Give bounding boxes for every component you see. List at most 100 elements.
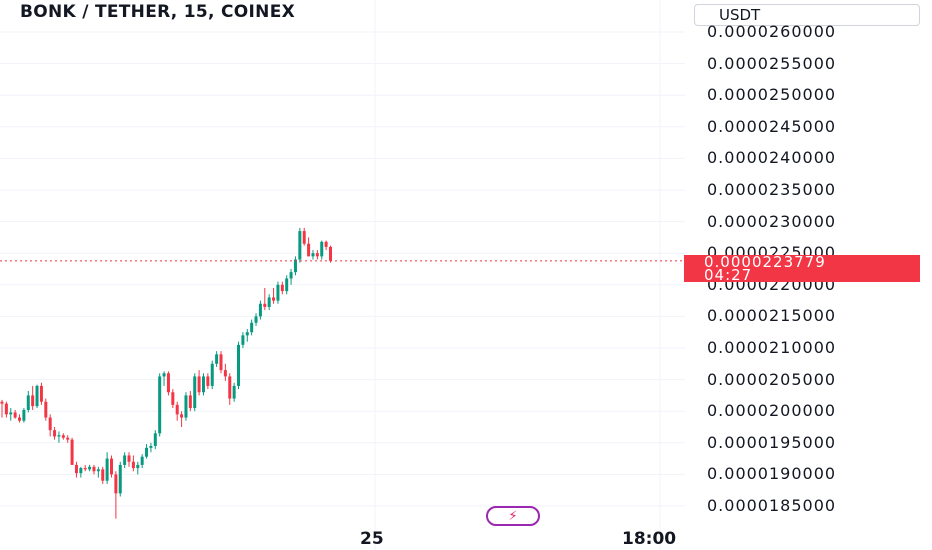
candle-body — [258, 303, 262, 317]
candle-body — [48, 417, 52, 431]
candle — [250, 319, 254, 336]
candle-body — [123, 455, 127, 465]
candle — [324, 240, 328, 251]
candle-body — [298, 231, 302, 260]
time-tick-day: 25 — [360, 529, 384, 549]
candle-body — [245, 332, 249, 336]
candle-body — [140, 456, 144, 465]
last-price-label: 0.0000223779 04:27 — [684, 255, 920, 284]
candle — [18, 414, 22, 423]
price-tick-label: 0.0000200000 — [707, 401, 837, 421]
candle-body — [18, 417, 22, 421]
candle — [127, 452, 131, 467]
candle-body — [180, 414, 184, 418]
price-tick-label: 0.0000230000 — [707, 211, 837, 231]
candle-body — [232, 385, 236, 399]
candle-body — [210, 363, 214, 386]
candle-body — [311, 253, 315, 257]
time-tick-1800: 18:00 — [622, 529, 677, 549]
candle-body — [158, 376, 162, 434]
candle-body — [324, 241, 328, 247]
candle-body — [22, 409, 26, 421]
candle — [22, 408, 26, 423]
candle-body — [329, 246, 332, 261]
candle — [70, 437, 74, 465]
candle-body — [289, 272, 293, 279]
candle-body — [13, 412, 17, 418]
candle-body — [0, 401, 4, 404]
candle-body — [31, 395, 35, 407]
candle-body — [153, 433, 157, 446]
candle — [232, 382, 236, 402]
candle-body — [145, 447, 149, 457]
candle — [92, 464, 96, 475]
candle — [219, 351, 223, 374]
candle-body — [74, 464, 78, 474]
candle-body — [118, 464, 122, 494]
candle-body — [320, 241, 324, 257]
candle-body — [250, 322, 254, 333]
candle-body — [105, 458, 109, 481]
candle — [298, 227, 302, 263]
candle — [162, 371, 166, 386]
candle — [307, 237, 311, 257]
candle-body — [293, 259, 297, 273]
currency-button[interactable]: USDT — [694, 4, 920, 26]
candle — [118, 461, 122, 497]
candle — [311, 250, 315, 260]
candle — [289, 269, 293, 285]
price-axis[interactable]: 0.0000260000 0.0000255000 0.0000250000 0.00… — [685, 0, 932, 550]
candle-body — [276, 284, 280, 301]
candle-body — [101, 469, 105, 481]
candle-body — [35, 385, 39, 407]
candles-layer — [0, 227, 332, 519]
candle-body — [184, 395, 188, 418]
candle-body — [70, 439, 74, 465]
candle-body — [228, 376, 232, 399]
candle — [241, 332, 245, 348]
candle — [197, 370, 201, 396]
candle-body — [302, 231, 306, 244]
chart-title: BONK / TETHER, 15, COINEX — [20, 2, 296, 22]
candle-body — [166, 373, 170, 393]
candle-body — [215, 354, 219, 364]
candle — [0, 399, 4, 418]
chart-area[interactable] — [0, 0, 685, 550]
candle — [166, 371, 170, 396]
price-tick-label: 0.0000240000 — [707, 148, 837, 168]
candle — [254, 313, 258, 326]
candle — [267, 294, 271, 311]
candle — [101, 466, 105, 484]
bar-countdown: 04:27 — [704, 266, 753, 284]
candle — [105, 452, 109, 484]
candle-body — [285, 278, 289, 292]
price-tick-label: 0.0000250000 — [707, 85, 837, 105]
candle — [149, 442, 153, 453]
candle-body — [66, 437, 70, 440]
candle — [136, 461, 140, 475]
lightning-icon[interactable]: ⚡ — [486, 506, 540, 526]
candle-body — [201, 376, 205, 393]
candle-body — [83, 468, 87, 470]
candle — [57, 431, 61, 443]
candle-body — [188, 395, 192, 409]
candle — [206, 373, 210, 390]
candle — [110, 455, 113, 478]
candle-body — [267, 297, 271, 307]
candle-body — [92, 466, 96, 472]
candlestick-chart[interactable] — [0, 0, 685, 550]
candle — [88, 464, 92, 472]
candle — [44, 398, 48, 421]
candle — [215, 351, 219, 367]
price-tick-label: 0.0000215000 — [707, 306, 837, 326]
candle — [66, 435, 70, 443]
candle-body — [53, 430, 57, 437]
candle — [158, 373, 162, 437]
candle — [263, 287, 267, 311]
candle — [153, 430, 157, 450]
candle — [145, 444, 149, 459]
candle — [193, 373, 197, 412]
candle-body — [162, 373, 166, 377]
candle — [48, 414, 52, 437]
candle-body — [254, 316, 258, 323]
